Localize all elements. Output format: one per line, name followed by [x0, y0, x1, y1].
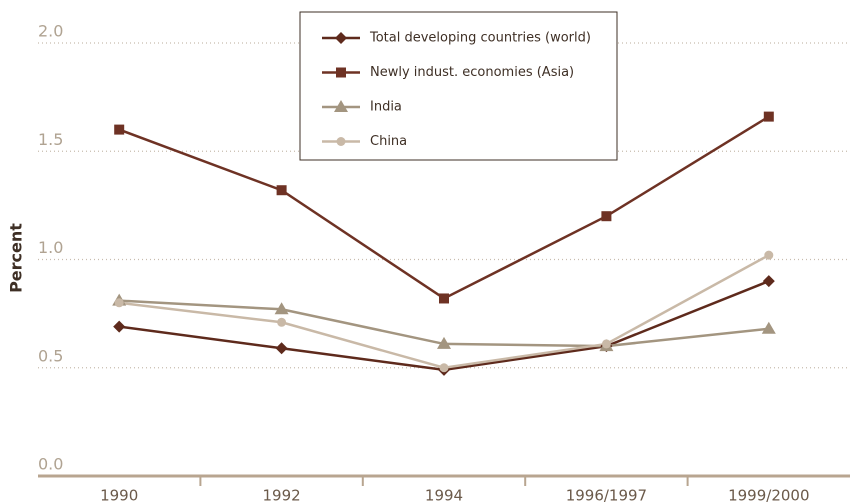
x-tick-label: 1990 [100, 487, 138, 504]
triangle-marker [761, 321, 776, 334]
y-tick-label: 2.0 [38, 22, 63, 41]
legend-box [299, 11, 618, 161]
triangle-marker [334, 100, 348, 112]
y-tick-label: 0.5 [38, 346, 63, 365]
y-tick-label: 1.5 [38, 130, 63, 149]
series-line [119, 254, 770, 370]
square-marker [439, 293, 449, 304]
y-axis-label: Percent [7, 223, 26, 293]
circle-marker [114, 298, 124, 308]
square-marker [114, 124, 125, 135]
triangle-marker [437, 336, 451, 349]
y-tick-label: 0.0 [38, 455, 63, 474]
square-marker [601, 211, 612, 222]
diamond-marker [113, 320, 126, 333]
legend-label: India [370, 100, 402, 115]
x-tick-label: 1994 [425, 487, 463, 504]
x-tick-label: 1996/1997 [566, 487, 647, 504]
circle-marker [439, 363, 449, 373]
diamond-marker [762, 275, 775, 288]
x-tick-label: 1999/2000 [728, 487, 809, 504]
circle-marker [764, 250, 774, 260]
circle-marker [277, 317, 287, 327]
circle-marker [336, 137, 346, 146]
square-marker [763, 111, 774, 122]
square-marker [336, 67, 346, 78]
legend-label: Total developing countries (world) [369, 31, 591, 46]
legend-label: Newly indust. economies (Asia) [370, 65, 574, 80]
y-tick-label: 1.0 [38, 238, 63, 257]
diamond-marker [275, 342, 288, 355]
circle-marker [601, 339, 611, 349]
diamond-marker [335, 32, 347, 44]
legend-label: China [370, 134, 407, 149]
x-tick-label: 1992 [263, 487, 301, 504]
square-marker [276, 185, 287, 196]
triangle-marker [274, 302, 289, 315]
